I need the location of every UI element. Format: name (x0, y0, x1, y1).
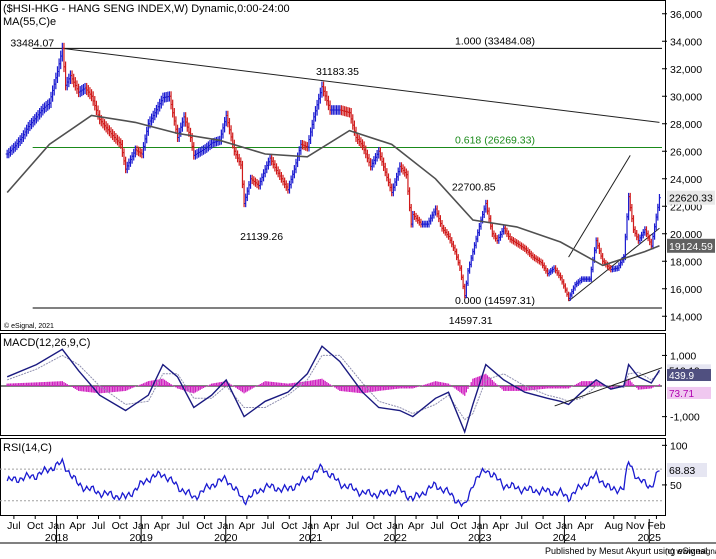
x-axis-year-label: 2024 (553, 532, 577, 544)
price-panel-frame (0, 0, 666, 331)
price-axis-tick-label: 14,000 (670, 311, 702, 323)
price-extreme-label: 22700.85 (452, 182, 496, 194)
x-axis-year-label: 2018 (45, 532, 69, 544)
x-axis-month-label: Jul (430, 520, 443, 532)
macd-axis-tick-label: 1,000 (670, 350, 696, 362)
x-axis-month-label: Jul (176, 520, 189, 532)
macd-value-tag: 439.9 (669, 371, 694, 382)
x-axis-month-label: Apr (577, 520, 594, 532)
fib-level-label: 1.000 (33484.08) (455, 35, 535, 47)
macd-value-tag: 73.71 (669, 389, 694, 400)
x-axis-year-label: 2019 (129, 532, 153, 544)
price-axis-tick-label: 18,000 (670, 256, 702, 268)
price-extreme-label: 14597.31 (449, 315, 493, 327)
last-price-tag-box (667, 190, 715, 205)
price-axis-tick-label: 16,000 (670, 284, 702, 296)
macd-trendline (554, 367, 663, 407)
x-axis-year-label: 2020 (214, 532, 238, 544)
rsi-line (6, 457, 660, 508)
x-axis-month-label: Jul (7, 520, 20, 532)
x-axis-year-label: 2022 (384, 532, 408, 544)
x-axis-month-label: Nov (626, 520, 645, 532)
macd-panel-frame (0, 333, 666, 436)
price-axis-tick-label: 24,000 (670, 174, 702, 186)
x-axis: Jul Oct Jan Apr Jul Oct Jan Apr Jul Oct Jan Apr Jul O… (0, 515, 716, 544)
x-axis-year-label: 2021 (299, 532, 323, 544)
panel-frames (0, 0, 666, 516)
price-extreme-label: 31183.35 (316, 66, 359, 78)
price-axis-tick-label: 20,000 (670, 229, 702, 241)
trendline (568, 227, 660, 302)
footer-brand: (c) www.esignal.com (665, 547, 716, 556)
rsi-value-tag: 68.83 (669, 465, 695, 477)
ma-value-tag-box (667, 238, 715, 253)
rsi-panel-frame (0, 438, 666, 516)
x-axis-month-label: Jul (261, 520, 274, 532)
price-axis-tick-label: 26,000 (670, 146, 702, 158)
macd-axis-tick-label: -1,000 (670, 412, 700, 424)
price-axis-tick-label: 30,000 (670, 91, 702, 103)
last-price-tag: 22620.33 (669, 193, 713, 205)
rsi-panel-title: RSI(14,C) (3, 442, 52, 454)
ma-legend-label: MA(55,C)e (3, 16, 56, 28)
price-axis-tick-label: 28,000 (670, 119, 702, 131)
rsi-axis-tick-label: 50 (670, 480, 682, 492)
price-extreme-label: 33484.07 (10, 37, 54, 49)
x-axis-month-label: Oct (366, 520, 382, 532)
macd-panel: 1,000-1,000513.12439.973.71 (0, 345, 711, 435)
price-extreme-label: 21139.26 (240, 231, 283, 243)
x-axis-month-label: Oct (196, 520, 212, 532)
x-axis-month-label: Oct (112, 520, 128, 532)
x-axis-month-label: Oct (27, 520, 43, 532)
x-axis-month-label: Apr (492, 520, 509, 532)
macd-panel-title: MACD(12,26,9,C) (3, 337, 90, 349)
macd-value-tag-box (667, 369, 711, 382)
ma55-line (6, 114, 660, 267)
rsi-panel: 100 50 68.83 (0, 440, 707, 508)
chart-title: ($HSI-HKG - HANG SENG INDEX,W) Dynamic,0… (3, 3, 290, 15)
macd-line (6, 345, 661, 435)
x-axis-month-label: Oct (535, 520, 551, 532)
x-axis-month-label: Apr (239, 520, 256, 532)
x-axis-month-label: Oct (450, 520, 466, 532)
ma-value-tag: 19124.59 (669, 241, 713, 253)
x-axis-month-label: Jul (346, 520, 359, 532)
x-axis-month-label: Feb (647, 520, 665, 532)
x-axis-year-label: 2025 (638, 532, 662, 544)
price-axis-tick-label: 36,000 (670, 9, 702, 21)
x-axis-month-label: Apr (408, 520, 425, 532)
x-axis-month-label: Apr (154, 520, 171, 532)
x-axis-month-label: Oct (281, 520, 297, 532)
x-axis-month-label: Aug (604, 520, 623, 532)
price-panel: 14,00016,00018,00020,00022,00024,00026,0… (5, 9, 715, 327)
fib-level-label: 0.618 (26269.33) (455, 135, 535, 147)
trendline (62, 47, 660, 123)
rsi-value-tag-box (667, 463, 707, 478)
macd-value-tag-box (667, 386, 711, 399)
price-axis-tick-label: 32,000 (670, 64, 702, 76)
price-axis-tick-label: 34,000 (670, 36, 702, 48)
footer-publisher: Published by Mesut Akyurt using eSignal (545, 546, 708, 556)
x-axis-month-label: Jul (515, 520, 528, 532)
trendline (568, 155, 631, 258)
fib-level-label: 0.000 (14597.31) (455, 295, 535, 307)
x-axis-month-label: Jul (92, 520, 105, 532)
x-axis-month-label: Apr (323, 520, 340, 532)
x-axis-month-label: Apr (69, 520, 86, 532)
x-axis-year-label: 2023 (468, 532, 492, 544)
macd-signal-line (7, 354, 660, 421)
esignal-watermark: © eSignal, 2021 (4, 322, 54, 330)
rsi-axis-tick-label: 100 (670, 440, 688, 452)
